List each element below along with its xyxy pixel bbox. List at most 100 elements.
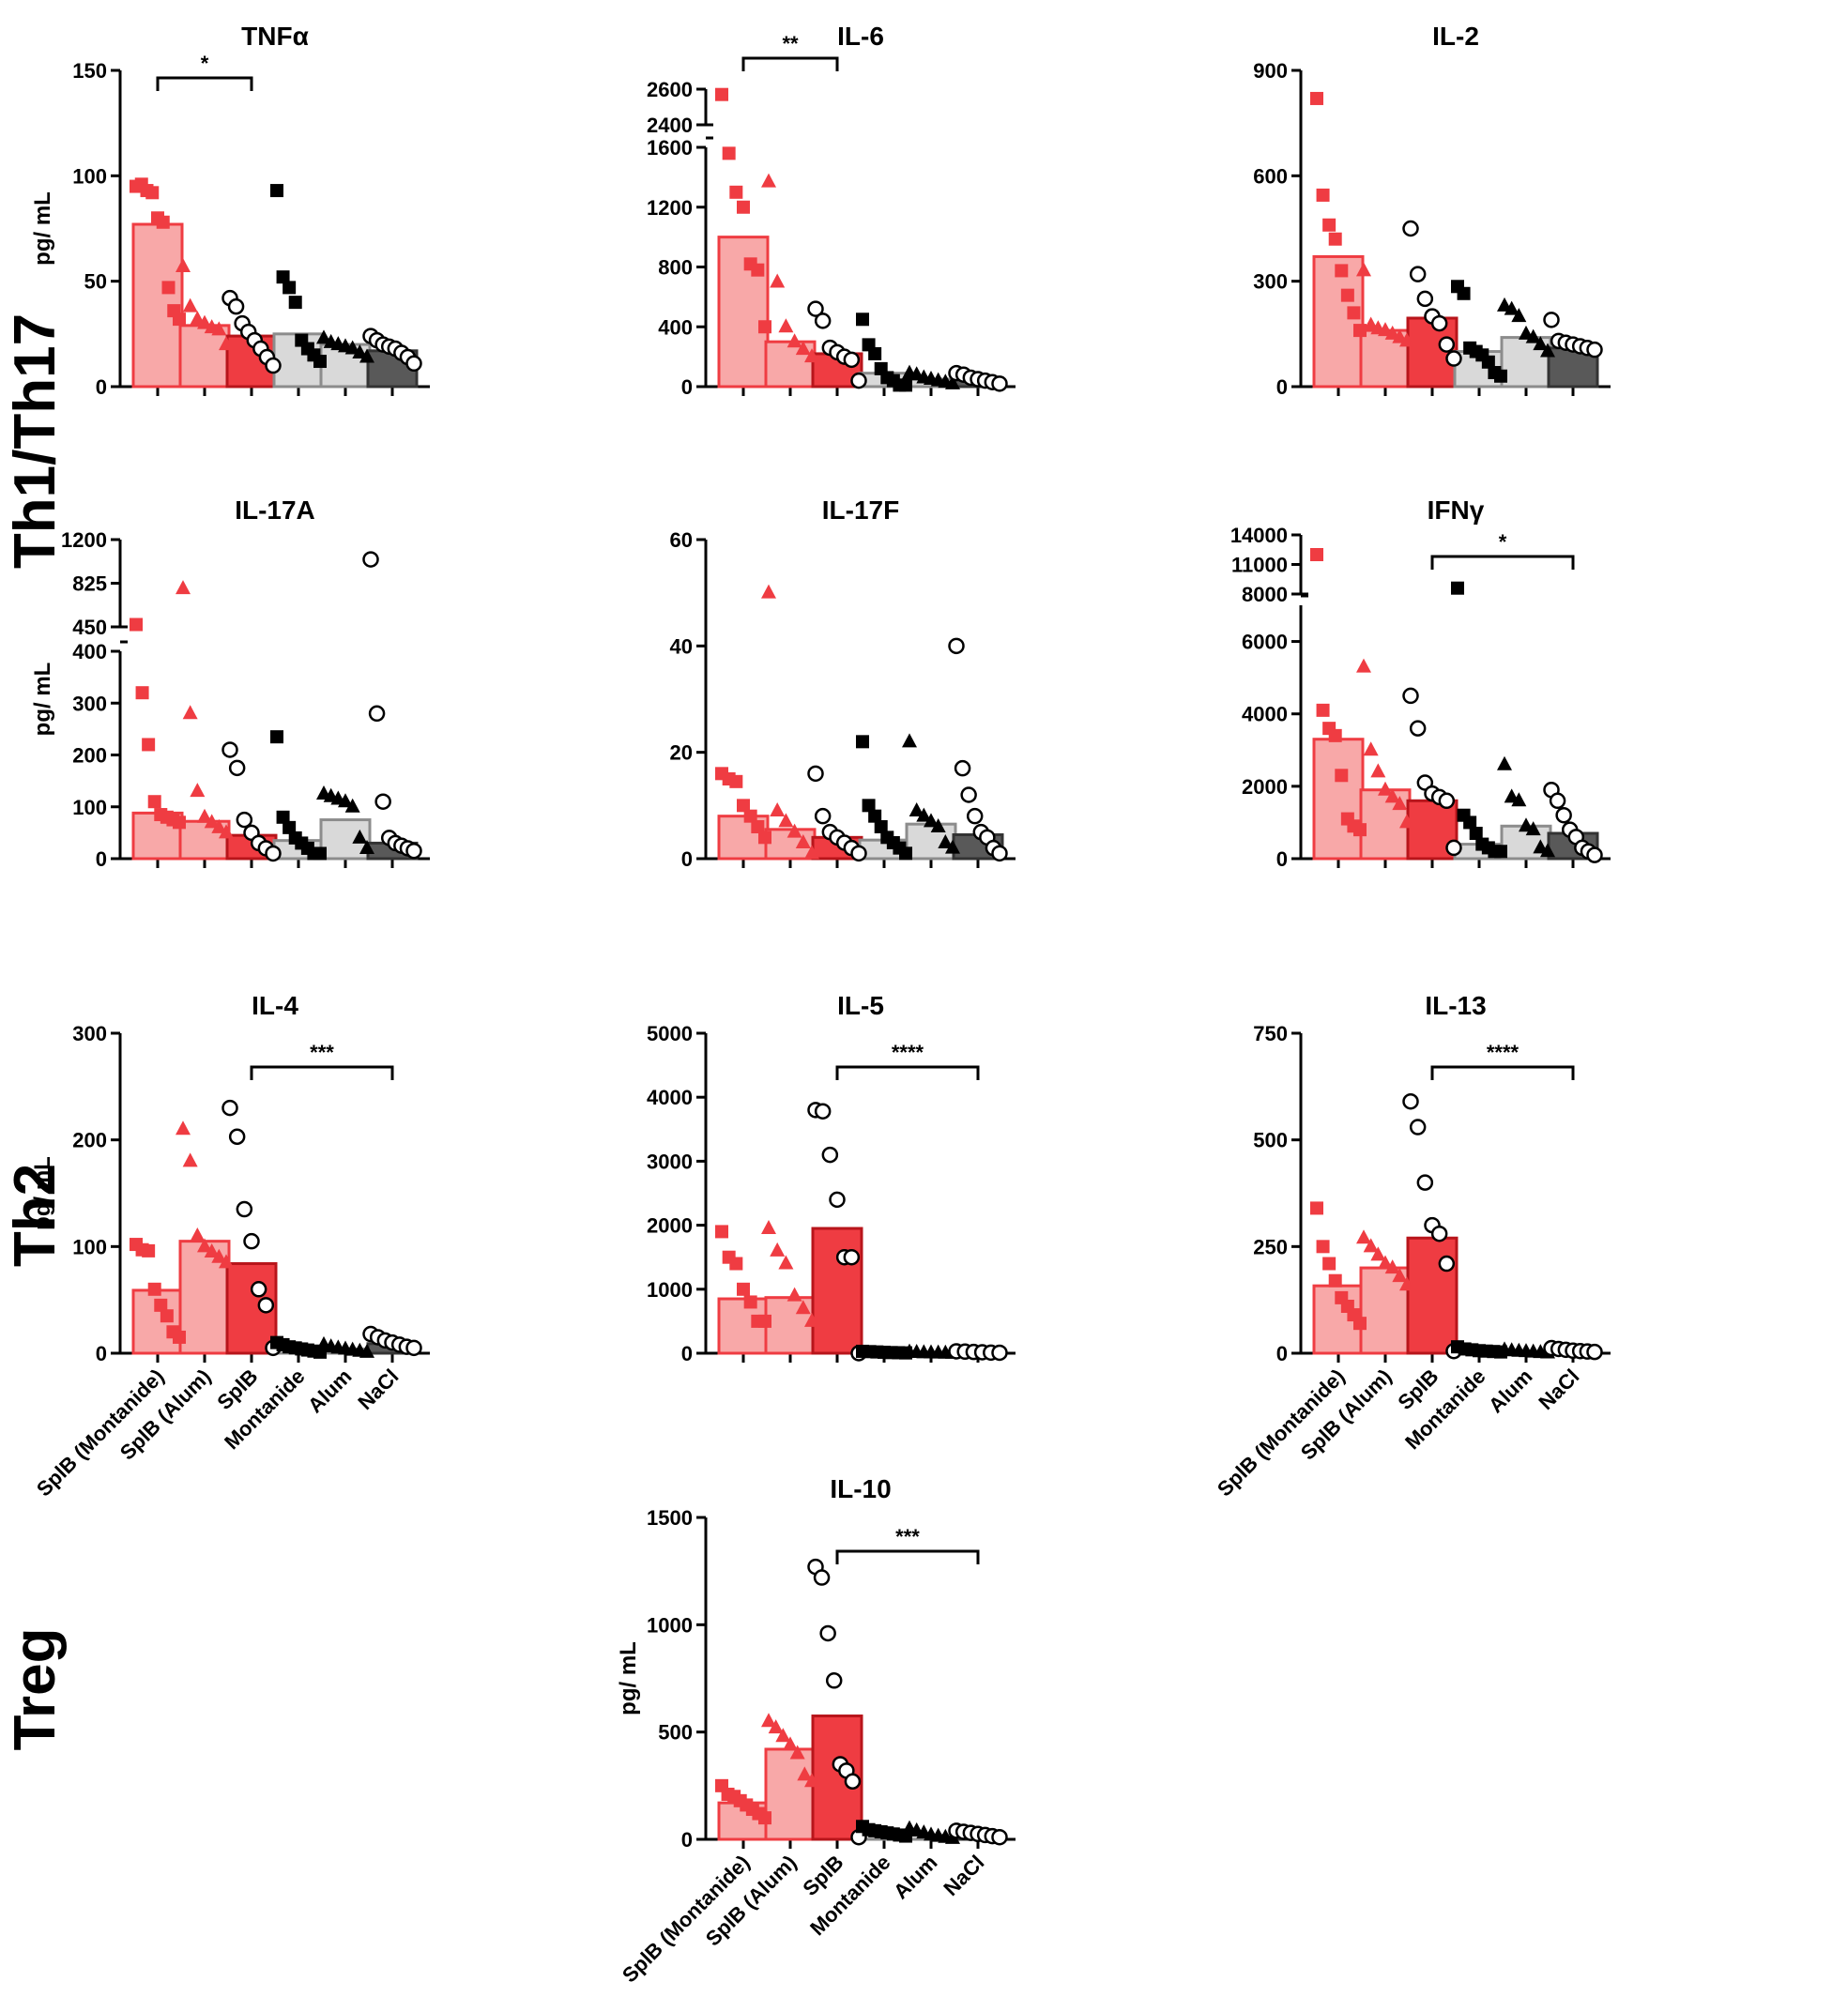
data-point <box>1463 815 1477 830</box>
data-point <box>359 1343 374 1358</box>
data-point <box>715 87 728 101</box>
data-point <box>1409 720 1427 737</box>
data-point <box>1438 1255 1456 1273</box>
y-tick-label: 0 <box>681 375 693 399</box>
y-tick-label: 100 <box>72 796 107 819</box>
y-tick-label: 300 <box>1253 270 1288 294</box>
data-point <box>1402 687 1419 705</box>
data-point <box>190 1227 206 1242</box>
data-point <box>966 807 984 825</box>
significance-bracket <box>835 1549 980 1564</box>
bar-2 <box>1406 1236 1459 1355</box>
data-point <box>276 270 290 284</box>
data-point <box>1504 300 1520 315</box>
bar-2 <box>811 1227 863 1355</box>
data-point <box>270 184 283 198</box>
row-label-th2: Th2 <box>3 1164 68 1267</box>
y-tick-label: 8000 <box>1242 583 1288 606</box>
y-tick-label: 900 <box>1253 59 1288 83</box>
data-point <box>751 820 765 833</box>
data-point <box>797 1766 813 1781</box>
data-point <box>352 344 368 359</box>
data-point <box>1511 308 1527 323</box>
data-point <box>1402 1092 1419 1110</box>
y-tick-label: 250 <box>1253 1235 1288 1258</box>
data-point <box>1555 806 1572 824</box>
data-point <box>359 348 374 363</box>
y-tick-label: 0 <box>1276 847 1288 871</box>
data-point <box>204 814 220 829</box>
data-point <box>1451 581 1464 595</box>
data-point <box>916 807 932 822</box>
y-tick-label: 1000 <box>647 1278 693 1302</box>
panel-title: IL-17A <box>235 495 315 525</box>
data-point <box>1316 1240 1330 1254</box>
y-tick-label: 0 <box>681 1828 693 1852</box>
data-point <box>236 811 253 829</box>
data-point <box>1494 845 1507 859</box>
data-point <box>1378 781 1393 796</box>
data-point <box>1384 788 1400 803</box>
y-tick-label: 5000 <box>647 1022 693 1045</box>
data-point <box>182 297 198 312</box>
data-point <box>1586 1343 1603 1361</box>
row-label-treg: Treg <box>3 1628 68 1751</box>
panel-2: IL-2 0 300 600 900 <box>1253 22 1611 399</box>
y-tick-label: 1000 <box>647 1613 693 1637</box>
data-point <box>1540 843 1555 858</box>
data-point <box>850 845 867 862</box>
data-point <box>729 774 743 788</box>
x-tick-label: Alum <box>889 1851 942 1904</box>
data-point <box>761 1220 776 1235</box>
y-axis-label: pg/ mL <box>30 1156 55 1230</box>
data-point <box>737 200 750 214</box>
data-point <box>173 1330 186 1344</box>
y-tick-label: 4000 <box>1242 703 1288 726</box>
data-point <box>142 1243 156 1258</box>
data-point <box>729 185 743 199</box>
data-point <box>221 741 238 758</box>
data-point <box>868 346 882 360</box>
y-axis-label: pg/ mL <box>616 1641 641 1715</box>
data-point <box>1392 1268 1408 1283</box>
y-tick-label: 825 <box>72 572 107 596</box>
data-point <box>288 296 302 310</box>
data-point <box>219 824 234 839</box>
data-point <box>1363 741 1379 756</box>
data-point <box>1310 1201 1323 1215</box>
data-point <box>1347 306 1361 320</box>
data-point <box>1481 355 1495 369</box>
data-point <box>243 1232 260 1250</box>
y-tick-label: 2400 <box>647 114 693 137</box>
data-point <box>819 1624 836 1642</box>
data-point <box>313 846 327 861</box>
y-tick-label: 40 <box>670 634 693 658</box>
y-tick-label: 0 <box>1276 375 1288 399</box>
data-point <box>1586 846 1603 863</box>
data-point <box>804 1773 819 1788</box>
data-point <box>924 813 939 828</box>
data-point <box>1511 792 1527 807</box>
bar-0 <box>1312 738 1365 861</box>
significance-label: *** <box>310 1041 334 1064</box>
data-point <box>874 820 888 833</box>
data-point <box>265 845 282 862</box>
data-point <box>228 1128 246 1146</box>
data-point <box>1340 288 1354 302</box>
significance-bracket <box>1430 1065 1575 1080</box>
data-point <box>1353 324 1367 338</box>
panel-title: IL-13 <box>1425 991 1486 1020</box>
y-tick-label: 400 <box>658 315 693 339</box>
data-point <box>344 340 360 355</box>
data-point <box>344 798 360 813</box>
panel-title: IL-10 <box>830 1474 891 1503</box>
data-point <box>787 1287 802 1302</box>
data-point <box>899 846 912 861</box>
data-point <box>1310 91 1323 105</box>
data-point <box>856 735 869 749</box>
data-point <box>161 281 176 295</box>
data-point <box>228 759 246 777</box>
y-tick-label: 800 <box>658 256 693 280</box>
data-point <box>405 1339 422 1357</box>
